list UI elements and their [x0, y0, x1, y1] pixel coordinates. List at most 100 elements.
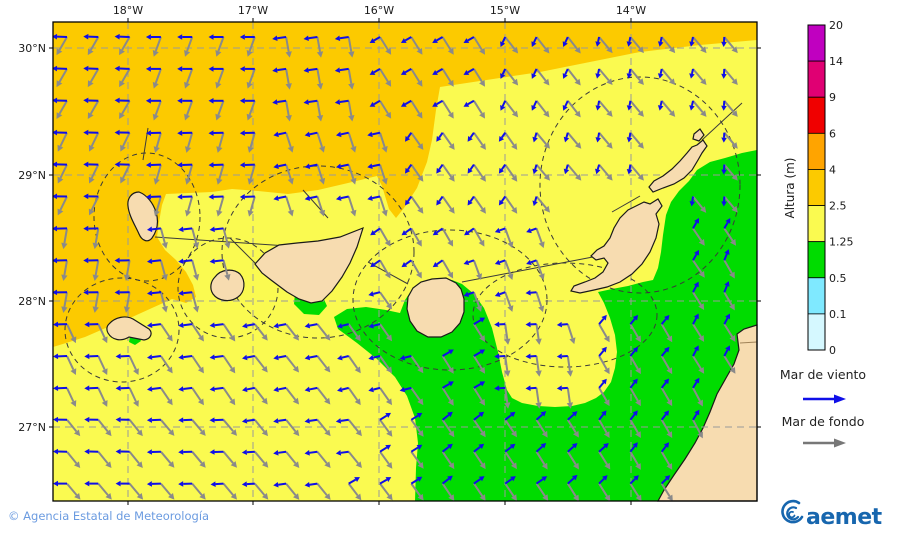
- swell-arrow: [59, 132, 68, 147]
- wind-sea-arrow-head: [304, 450, 310, 456]
- wind-sea-arrow-head: [146, 258, 153, 265]
- swell-arrow-head: [354, 366, 361, 374]
- swell-arrow: [723, 36, 735, 50]
- swell-arrow: [441, 195, 453, 210]
- swell-arrow: [504, 291, 512, 307]
- wind-sea-arrow-head: [447, 443, 453, 449]
- wind-sea-arrow: [183, 323, 193, 327]
- wind-sea-arrow: [473, 383, 482, 389]
- wind-sea-arrow-head: [115, 385, 121, 392]
- swell-arrow-head: [448, 206, 455, 214]
- swell-arrow: [660, 100, 673, 113]
- swell-arrow: [379, 291, 390, 306]
- swell-arrow: [598, 132, 610, 145]
- swell-arrow: [90, 196, 100, 211]
- swell-arrow-head: [476, 305, 483, 312]
- wind-sea-arrow-head: [53, 448, 59, 455]
- swell-arrow: [598, 36, 610, 50]
- swell-arrow-head: [215, 81, 222, 89]
- swell-arrow: [566, 323, 574, 339]
- wind-sea-arrow-head: [147, 354, 153, 360]
- wind-sea-arrow-head: [177, 162, 183, 168]
- swell-arrow-head: [603, 431, 610, 438]
- swell-arrow: [90, 164, 100, 179]
- wind-sea-arrow: [473, 478, 482, 485]
- wind-sea-arrow-head: [632, 410, 638, 417]
- swell-arrow-head: [698, 239, 705, 246]
- colorbar-segment: [807, 96, 826, 134]
- wind-sea-arrow-head: [494, 291, 501, 297]
- swell-arrow-head: [573, 462, 579, 470]
- swell-arrow-head: [261, 493, 269, 500]
- wind-sea-arrow-head: [114, 161, 120, 168]
- swell-arrow-head: [606, 174, 613, 181]
- swell-arrow-head: [247, 210, 254, 217]
- wind-sea-arrow-head: [721, 41, 727, 47]
- wind-sea-arrow-head: [525, 321, 531, 328]
- swell-arrow-head: [87, 48, 94, 56]
- island-la-gomera: [210, 269, 245, 302]
- wind-sea-arrow: [309, 195, 318, 200]
- wind-sea-arrow-head: [53, 129, 58, 136]
- swell-arrow: [441, 419, 452, 433]
- swell-arrow-head: [448, 430, 455, 438]
- swell-arrow: [566, 451, 577, 465]
- map-graphics-layer: 18°W 17°W 16°W 15°W 14°W 30°N 29°N 28°N 27°N 20 14…: [18, 4, 854, 505]
- swell-arrow-head: [101, 368, 108, 376]
- swell-arrow-head: [348, 51, 355, 58]
- wind-sea-arrow: [308, 67, 318, 72]
- wind-sea-arrow-head: [525, 353, 531, 360]
- map-frame: [52, 21, 758, 502]
- wind-sea-arrow: [597, 132, 601, 138]
- wind-sea-arrow: [339, 67, 349, 72]
- wind-sea-arrow: [500, 164, 507, 171]
- swell-arrow: [347, 482, 359, 497]
- wind-sea-arrow-head: [526, 259, 532, 265]
- swell-arrow: [347, 164, 355, 180]
- swell-arrow: [191, 451, 203, 464]
- swell-arrow-head: [504, 338, 511, 345]
- wind-sea-arrow-head: [335, 131, 342, 138]
- colorbar-tick-label: 20: [829, 19, 843, 32]
- longitude-label: 16°W: [364, 4, 394, 17]
- wind-sea-arrow: [567, 413, 575, 421]
- swell-arrow-head: [215, 50, 222, 57]
- swell-arrow: [254, 419, 266, 433]
- swell-arrow: [723, 100, 735, 113]
- swell-arrow: [535, 355, 540, 371]
- wind-sea-arrow-head: [571, 411, 578, 417]
- wind-sea-arrow: [629, 445, 636, 453]
- wind-sea-arrow-head: [432, 69, 438, 75]
- wind-sea-arrow-head: [632, 378, 638, 385]
- swell-arrow: [347, 68, 353, 84]
- swell-arrow: [347, 132, 355, 148]
- wind-sea-arrow: [723, 253, 728, 261]
- wind-sea-arrow-head: [239, 194, 245, 200]
- colorbar-tick-label: 6: [829, 127, 836, 140]
- wind-sea-arrow-head: [115, 448, 121, 455]
- wind-sea-arrow-head: [694, 409, 700, 416]
- swell-arrow: [504, 36, 516, 50]
- wind-sea-arrow-head: [53, 65, 58, 72]
- wind-sea-arrow-head: [663, 378, 670, 385]
- wind-sea-arrow-head: [694, 377, 700, 384]
- wind-sea-arrow: [691, 196, 694, 202]
- swell-arrow: [566, 419, 577, 434]
- wind-sea-arrow: [473, 445, 481, 453]
- wind-sea-arrow-head: [178, 258, 184, 265]
- wind-sea-arrow-head: [177, 34, 183, 40]
- swell-arrow-head: [261, 397, 268, 405]
- swell-arrow-head: [700, 46, 707, 54]
- swell-arrow: [121, 100, 131, 115]
- wind-sea-arrow-head: [432, 38, 438, 43]
- swell-arrow: [160, 387, 171, 401]
- swell-arrow: [222, 451, 234, 464]
- wind-sea-arrow-head: [242, 386, 248, 393]
- swell-arrow: [347, 100, 353, 116]
- swell-arrow-head: [507, 273, 514, 281]
- wind-sea-arrow: [372, 323, 381, 327]
- swell-arrow-head: [230, 493, 237, 500]
- swell-arrow-head: [350, 145, 357, 153]
- wind-sea-arrow: [500, 132, 507, 139]
- swell-arrow-head: [731, 205, 738, 213]
